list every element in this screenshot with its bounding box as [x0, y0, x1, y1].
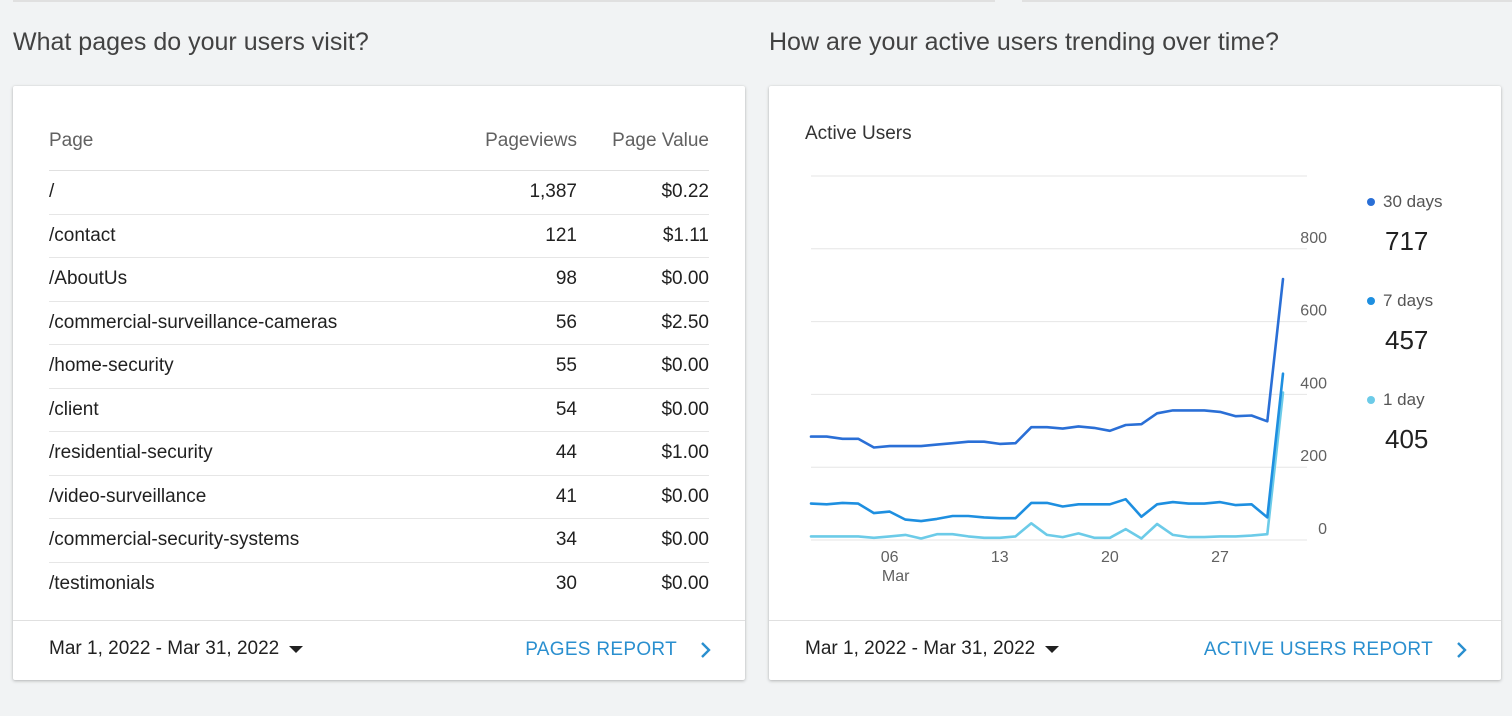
legend-value-1-day: 405: [1385, 424, 1429, 454]
pageviews-cell: 41: [427, 475, 577, 519]
date-range-label: Mar 1, 2022 - Mar 31, 2022: [49, 638, 280, 659]
page-value-cell: $0.00: [577, 388, 709, 432]
page-value-cell: $0.00: [577, 344, 709, 389]
y-tick-label: 400: [1300, 375, 1327, 392]
page-cell[interactable]: /client: [49, 388, 427, 432]
pages-report-link[interactable]: PAGES REPORT: [525, 639, 713, 661]
column-header-pageviews[interactable]: Pageviews: [427, 112, 577, 171]
chevron-right-icon: [701, 642, 711, 658]
pageviews-cell: 56: [427, 301, 577, 345]
pageviews-cell: 121: [427, 214, 577, 258]
table-header-row: Page Pageviews Page Value: [49, 112, 709, 171]
date-range-label-active-users: Mar 1, 2022 - Mar 31, 2022: [805, 638, 1036, 659]
series-line-7-days: [809, 372, 1285, 523]
table-row: /1,387 $0.22: [49, 170, 709, 215]
y-tick-label: 800: [1300, 230, 1327, 247]
date-range-selector-active-users[interactable]: Mar 1, 2022 - Mar 31, 2022: [805, 638, 1060, 660]
pages-table-body: /1,387 $0.22/contact 121 $1.11/AboutUs 98 $0.…: [49, 170, 709, 606]
active-users-report-link[interactable]: ACTIVE USERS REPORT: [1204, 639, 1469, 661]
pageviews-cell: 44: [427, 431, 577, 476]
legend-label-1-day: 1 day: [1383, 390, 1425, 409]
table-row: /testimonials 30 $0.00: [49, 562, 709, 605]
table-row: /commercial-security-systems 34 $0.00: [49, 518, 709, 563]
x-tick-label: 20: [1101, 549, 1119, 566]
page-cell[interactable]: /home-security: [49, 344, 427, 389]
caret-down-icon: [289, 645, 304, 653]
pageviews-cell: 55: [427, 344, 577, 389]
pages-section-heading: What pages do your users visit?: [13, 28, 369, 56]
caret-down-icon: [1045, 645, 1060, 653]
page-cell[interactable]: /: [49, 170, 427, 215]
pages-card: Page Pageviews Page Value /1,387 $0.22/co…: [13, 86, 745, 680]
pages-report-label: PAGES REPORT: [525, 639, 677, 660]
x-tick-label: 13: [991, 549, 1009, 566]
legend-value-30-days: 717: [1385, 226, 1429, 256]
pageviews-cell: 1,387: [427, 170, 577, 215]
page-value-cell: $0.00: [661, 572, 709, 594]
y-tick-label: 0: [1318, 521, 1327, 538]
page-cell[interactable]: /testimonials: [49, 572, 155, 594]
pageviews-cell: 54: [427, 388, 577, 432]
x-tick-label: 06: [881, 549, 899, 566]
page-cell[interactable]: /residential-security: [49, 431, 427, 476]
legend-dot-30-days: [1367, 198, 1375, 206]
page-cell[interactable]: /video-surveillance: [49, 475, 427, 519]
page-value-cell: $1.11: [577, 214, 709, 258]
pageviews-cell: 34: [427, 518, 577, 563]
page-cell[interactable]: /contact: [49, 214, 427, 258]
page-value-cell: $0.00: [577, 518, 709, 563]
previous-card-edge-left: [13, 0, 995, 2]
table-row: /commercial-surveillance-cameras 56 $2.50: [49, 301, 709, 345]
series-line-30-days: [809, 277, 1285, 449]
table-row: /home-security 55 $0.00: [49, 344, 709, 389]
column-header-page[interactable]: Page: [49, 112, 427, 171]
y-tick-label: 600: [1300, 303, 1327, 320]
legend-item-1-day: 1 day 405: [1367, 390, 1428, 455]
pages-table: Page Pageviews Page Value /1,387 $0.22/co…: [49, 112, 709, 605]
page-value-cell: $0.00: [577, 475, 709, 519]
legend-dot-7-days: [1367, 297, 1375, 305]
table-row: /video-surveillance 41 $0.00: [49, 475, 709, 519]
pages-card-footer: Mar 1, 2022 - Mar 31, 2022 PAGES REPORT: [13, 620, 745, 680]
legend-dot-1-day: [1367, 396, 1375, 404]
active-users-card: Active Users 02004006008001K06Mar132027 …: [769, 86, 1501, 680]
active-users-section-heading: How are your active users trending over …: [769, 28, 1279, 56]
active-users-chart: 02004006008001K06Mar132027: [809, 175, 1327, 585]
page-value-cell: $1.00: [577, 431, 709, 476]
pageviews-cell: 30: [555, 572, 577, 594]
date-range-selector[interactable]: Mar 1, 2022 - Mar 31, 2022: [49, 638, 304, 660]
page-value-cell: $2.50: [577, 301, 709, 345]
legend-item-7-days: 7 days 457: [1367, 291, 1433, 356]
table-row: /residential-security 44 $1.00: [49, 431, 709, 476]
x-tick-sublabel: Mar: [882, 568, 910, 585]
page-cell[interactable]: /AboutUs: [49, 257, 427, 302]
table-row: /contact 121 $1.11: [49, 214, 709, 258]
table-row: /client 54 $0.00: [49, 388, 709, 432]
legend-label-30-days: 30 days: [1383, 192, 1443, 211]
legend-item-30-days: 30 days 717: [1367, 192, 1443, 257]
page-value-cell: $0.00: [577, 257, 709, 302]
column-header-page-value[interactable]: Page Value: [577, 112, 709, 171]
y-tick-label: 200: [1300, 448, 1327, 465]
page-cell[interactable]: /commercial-security-systems: [49, 518, 427, 563]
legend-label-7-days: 7 days: [1383, 291, 1434, 310]
active-users-card-footer: Mar 1, 2022 - Mar 31, 2022 ACTIVE USERS …: [769, 620, 1501, 680]
previous-card-edge-right: [1022, 0, 1512, 2]
page-cell[interactable]: /commercial-surveillance-cameras: [49, 301, 427, 345]
active-users-report-label: ACTIVE USERS REPORT: [1203, 639, 1433, 660]
chart-title: Active Users: [805, 123, 912, 144]
table-row: /AboutUs 98 $0.00: [49, 257, 709, 302]
legend-value-7-days: 457: [1385, 325, 1429, 355]
page-value-cell: $0.22: [577, 170, 709, 215]
series-line-1-day: [809, 391, 1285, 540]
pageviews-cell: 98: [427, 257, 577, 302]
x-tick-label: 27: [1211, 549, 1229, 566]
chevron-right-icon: [1457, 642, 1467, 658]
